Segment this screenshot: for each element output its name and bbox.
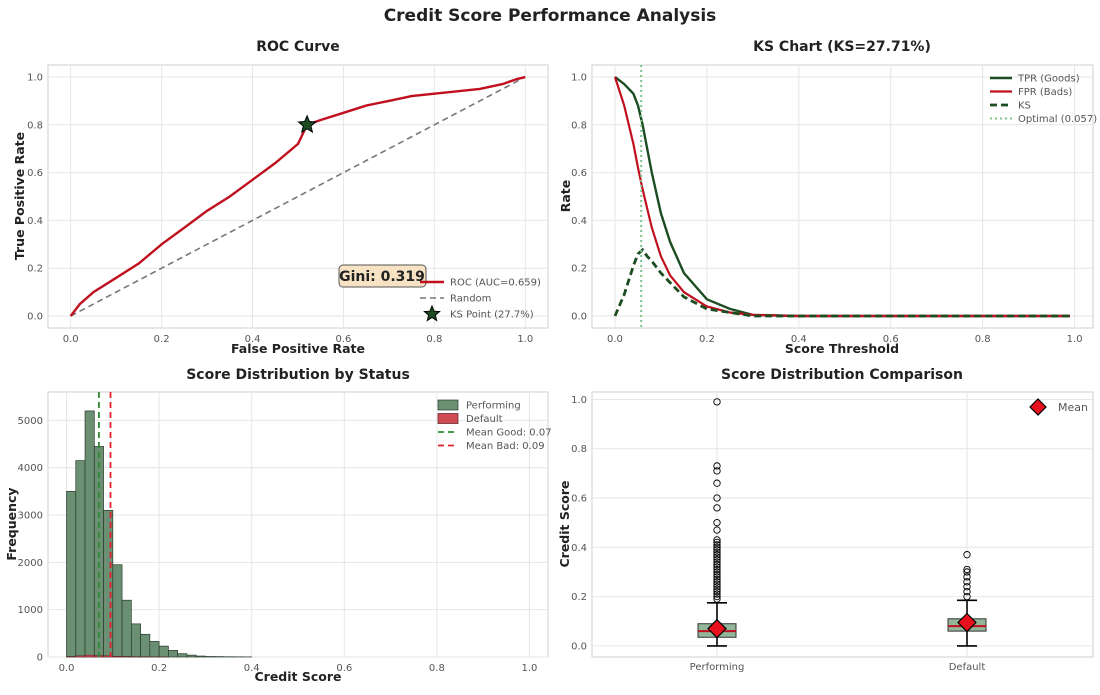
hist-xlabel: Credit Score — [254, 669, 341, 684]
ks-panel: KS Chart (KS=27.71%) 0.0 0.2 0.4 0.6 0.8 1.0 0… — [558, 39, 1097, 356]
performing-hist-bar — [187, 655, 196, 657]
roc-xtick-label: 0.0 — [63, 334, 79, 345]
performing-hist-bar — [150, 641, 159, 657]
ks-title: KS Chart (KS=27.71%) — [753, 39, 931, 55]
roc-legend-label: ROC (AUC=0.659) — [450, 278, 541, 289]
fpr-legend-label: FPR (Bads) — [1018, 87, 1072, 98]
fpr-bads-line — [615, 77, 1070, 316]
performing-hist-bar — [113, 565, 122, 657]
roc-xtick-label: 1.0 — [517, 334, 533, 345]
performing-legend-label: Performing — [466, 401, 521, 412]
hist-ytick-label: 3000 — [18, 511, 43, 522]
figure-title: Credit Score Performance Analysis — [384, 6, 717, 26]
ks-xtick-label: 0.0 — [607, 334, 623, 345]
roc-ytick-label: 1.0 — [27, 72, 43, 83]
mean-bad-legend-label: Mean Bad: 0.09 — [466, 441, 545, 452]
box-ylabel: Credit Score — [557, 480, 572, 567]
box-title: Score Distribution Comparison — [721, 367, 963, 383]
ks-point-marker — [299, 116, 316, 132]
mean-legend-swatch — [1030, 399, 1046, 415]
optimal-legend-label: Optimal (0.057) — [1018, 114, 1097, 125]
performing-hist-bar — [104, 510, 113, 657]
ks-ylabel: Rate — [558, 180, 573, 213]
hist-ytick-label: 4000 — [18, 463, 43, 474]
box-ytick-label: 0.4 — [571, 543, 587, 554]
box-xtick-label: Performing — [690, 662, 745, 673]
roc-xlabel: False Positive Rate — [231, 341, 365, 356]
ks-legend-label: KS — [1018, 101, 1031, 112]
roc-title: ROC Curve — [256, 39, 340, 55]
performing-hist-bar — [85, 411, 94, 657]
ks-point-legend-swatch — [424, 306, 439, 321]
performing-hist-bar — [122, 600, 131, 657]
default-hist-bar — [85, 655, 94, 657]
box-plot-area — [592, 392, 1093, 657]
random-legend-label: Random — [450, 294, 491, 305]
tpr-goods-line — [615, 77, 1070, 316]
boxplot-panel: Score Distribution Comparison 0.0 0.2 0.4 0… — [557, 367, 1093, 673]
ks-ytick-label: 0.8 — [571, 120, 587, 131]
performing-hist-bar — [76, 461, 85, 657]
hist-ytick-label: 2000 — [18, 558, 43, 569]
hist-ytick-label: 5000 — [18, 416, 43, 427]
performing-legend-swatch — [438, 400, 458, 410]
default-hist-bar — [104, 656, 113, 657]
roc-xtick-label: 0.2 — [154, 334, 170, 345]
roc-ytick-label: 0.2 — [27, 264, 43, 275]
roc-xtick-label: 0.8 — [426, 334, 442, 345]
roc-ytick-label: 0.8 — [27, 120, 43, 131]
box-ytick-label: 0.2 — [571, 592, 587, 603]
tpr-legend-label: TPR (Goods) — [1017, 74, 1080, 85]
hist-ytick-label: 0 — [37, 653, 43, 664]
ks-xtick-label: 0.8 — [975, 334, 991, 345]
gini-annotation-text: Gini: 0.319 — [339, 269, 425, 285]
box-ytick-label: 0.6 — [571, 494, 587, 505]
performing-hist-bar — [67, 491, 76, 657]
performing-hist-bar — [159, 646, 168, 657]
performing-hist-bar — [131, 624, 140, 657]
ks-ytick-label: 0.0 — [571, 312, 587, 323]
default-hist-bar — [76, 656, 85, 657]
box-xtick-label: Default — [949, 662, 986, 673]
hist-xtick-label: 0.0 — [59, 663, 75, 674]
box-ytick-label: 0.0 — [571, 641, 587, 652]
ks-line — [615, 250, 1070, 316]
default-legend-swatch — [438, 414, 458, 424]
performing-hist-bar — [141, 634, 150, 657]
default-legend-label: Default — [466, 414, 503, 425]
hist-xtick-label: 0.2 — [151, 663, 167, 674]
hist-title: Score Distribution by Status — [186, 367, 410, 383]
roc-ytick-label: 0.6 — [27, 168, 43, 179]
hist-ylabel: Frequency — [4, 487, 19, 560]
box-ytick-label: 1.0 — [571, 395, 587, 406]
ks-xtick-label: 0.2 — [699, 334, 715, 345]
ks-ytick-label: 0.6 — [571, 168, 587, 179]
ks-xlabel: Score Threshold — [785, 341, 899, 356]
performing-hist-bar — [196, 656, 205, 657]
mean-legend-label: Mean — [1058, 401, 1088, 414]
ks-ytick-label: 1.0 — [571, 72, 587, 83]
roc-ytick-label: 0.4 — [27, 216, 43, 227]
ks-point-legend-label: KS Point (27.7%) — [450, 310, 534, 321]
roc-ytick-label: 0.0 — [27, 312, 43, 323]
box-ytick-label: 0.8 — [571, 444, 587, 455]
ks-ytick-label: 0.2 — [571, 264, 587, 275]
ks-ytick-label: 0.4 — [571, 216, 587, 227]
default-hist-bar — [113, 656, 122, 657]
performing-hist-bar — [178, 654, 187, 657]
performing-hist-bar — [168, 650, 177, 657]
mean-good-legend-label: Mean Good: 0.07 — [466, 428, 552, 439]
hist-xtick-label: 1.0 — [522, 663, 538, 674]
ks-xtick-label: 1.0 — [1067, 334, 1083, 345]
roc-ylabel: True Positive Rate — [12, 132, 27, 260]
hist-ytick-label: 1000 — [18, 605, 43, 616]
hist-xtick-label: 0.8 — [429, 663, 445, 674]
